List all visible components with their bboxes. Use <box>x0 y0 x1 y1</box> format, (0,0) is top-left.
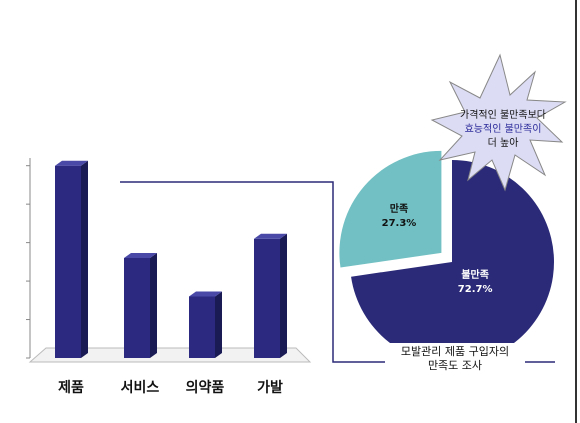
x-tick-label: 서비스 <box>121 380 160 396</box>
callout-line: 더 높아 <box>488 137 519 149</box>
x-tick-label: 가발 <box>257 379 283 396</box>
bar-top <box>55 160 88 166</box>
slice-label: 불만족 <box>461 268 489 281</box>
bar-side <box>215 291 222 358</box>
bar-front <box>55 165 81 358</box>
bar-chart: 제품 서비스 의약품 가발 <box>26 158 287 396</box>
bar-top <box>254 233 287 239</box>
bar <box>254 233 287 358</box>
caption-bg <box>385 343 525 373</box>
slice-label: 만족 <box>390 202 408 215</box>
bar-side <box>81 160 88 358</box>
bar-side <box>280 233 287 358</box>
starburst <box>430 53 567 192</box>
bar <box>124 253 157 358</box>
bar-top <box>189 291 222 297</box>
floor <box>28 347 312 363</box>
pie-slice <box>339 150 442 268</box>
bar-front <box>189 296 215 358</box>
callout-line: 효능적인 불만족이 <box>465 123 542 135</box>
value-label: 72.7% <box>458 284 493 295</box>
pie-chart: 만족 27.3% 불만족 72.7% <box>339 150 554 365</box>
bar <box>189 291 222 358</box>
caption-line: 만족도 조사 <box>428 359 482 372</box>
bar-front <box>254 238 280 358</box>
pie-slice <box>351 160 554 365</box>
value-label: 27.3% <box>382 218 417 229</box>
bar-side <box>150 253 157 358</box>
bar-front <box>124 258 150 358</box>
callout-line: 가격적인 불만족보다 <box>460 108 546 121</box>
bar <box>55 160 88 358</box>
x-tick-label: 제품 <box>58 380 84 396</box>
bar-top <box>124 253 157 258</box>
x-tick-label: 의약품 <box>186 379 225 396</box>
caption-line: 모발관리 제품 구입자의 <box>401 345 509 358</box>
